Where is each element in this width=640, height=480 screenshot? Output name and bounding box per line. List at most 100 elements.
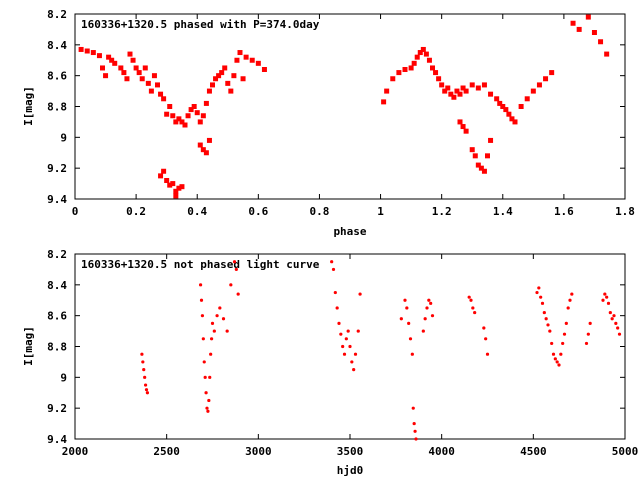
data-points xyxy=(140,260,622,441)
data-point xyxy=(143,375,147,379)
data-point xyxy=(445,85,451,91)
x-tick-label: 3000 xyxy=(245,445,272,458)
data-point xyxy=(209,352,213,356)
data-point xyxy=(143,383,148,387)
data-point xyxy=(509,116,515,122)
data-point xyxy=(197,142,203,148)
data-point xyxy=(210,82,215,88)
data-point xyxy=(158,173,164,179)
data-point xyxy=(610,317,614,321)
data-point xyxy=(612,314,616,318)
x-tick-label: 4500 xyxy=(520,445,547,458)
y-tick-label: 8.8 xyxy=(47,341,67,354)
data-point xyxy=(331,267,336,272)
data-point xyxy=(427,298,431,302)
data-point xyxy=(537,286,541,290)
data-point xyxy=(155,82,160,88)
data-point xyxy=(236,292,240,296)
data-point xyxy=(198,283,203,287)
data-point xyxy=(124,76,130,82)
data-point xyxy=(606,301,611,305)
data-point xyxy=(127,51,133,57)
data-point xyxy=(414,437,418,441)
data-point xyxy=(148,88,154,94)
data-point xyxy=(423,317,427,321)
data-point xyxy=(161,168,167,174)
data-point xyxy=(255,60,261,66)
data-point xyxy=(232,260,237,264)
y-tick-label: 8.6 xyxy=(47,70,67,83)
data-point xyxy=(84,48,90,54)
data-point xyxy=(141,360,145,364)
data-point xyxy=(617,332,622,336)
data-point xyxy=(240,76,246,82)
data-point xyxy=(410,352,414,356)
data-point xyxy=(182,122,188,128)
data-point xyxy=(191,104,197,109)
data-point xyxy=(530,88,536,94)
data-point xyxy=(96,53,102,59)
data-point xyxy=(333,290,337,295)
data-point xyxy=(497,100,503,106)
data-point xyxy=(210,321,215,325)
data-point xyxy=(352,368,356,372)
data-point xyxy=(142,368,146,372)
data-point xyxy=(161,96,167,102)
x-axis-label: hjd0 xyxy=(337,464,364,477)
data-point xyxy=(353,352,358,356)
data-point xyxy=(109,57,115,63)
data-point xyxy=(467,295,471,299)
data-point xyxy=(485,352,490,356)
data-point xyxy=(231,73,237,79)
y-tick-label: 9.4 xyxy=(47,433,67,446)
data-point xyxy=(200,113,206,119)
data-point xyxy=(164,178,170,183)
y-tick-label: 9 xyxy=(60,371,67,384)
data-point xyxy=(542,310,546,315)
data-point xyxy=(339,332,343,336)
data-point xyxy=(103,73,109,79)
data-point xyxy=(261,67,267,72)
data-point xyxy=(535,290,539,295)
data-point xyxy=(384,88,390,94)
data-point xyxy=(202,360,206,364)
data-point xyxy=(566,306,570,310)
data-point xyxy=(460,124,466,130)
data-point xyxy=(478,165,484,171)
data-point xyxy=(390,76,396,82)
x-tick-label: 0.8 xyxy=(310,205,330,218)
data-point xyxy=(78,46,84,52)
data-point xyxy=(402,67,408,72)
data-point xyxy=(481,168,487,174)
data-point xyxy=(469,298,473,302)
data-point xyxy=(234,267,238,272)
data-point xyxy=(481,82,487,88)
data-point xyxy=(559,352,563,356)
data-point xyxy=(399,317,403,321)
chart-title: 160336+1320.5 not phased light curve xyxy=(81,258,320,271)
data-point xyxy=(237,50,243,56)
data-point xyxy=(228,88,234,94)
data-point xyxy=(614,321,618,325)
y-axis-label: I[mag] xyxy=(22,326,35,366)
data-point xyxy=(346,329,350,333)
data-point xyxy=(405,306,409,310)
data-point xyxy=(216,73,222,79)
data-point xyxy=(222,65,228,71)
data-point xyxy=(588,321,592,325)
data-point xyxy=(225,329,229,333)
data-point xyxy=(488,91,494,97)
data-point xyxy=(603,292,607,296)
data-point xyxy=(605,295,609,299)
data-point xyxy=(463,88,469,94)
data-point xyxy=(206,88,212,94)
data-point xyxy=(454,88,460,94)
y-tick-label: 8.4 xyxy=(47,279,67,292)
data-point xyxy=(473,310,477,315)
data-point xyxy=(488,137,494,143)
data-point xyxy=(330,260,334,264)
data-point xyxy=(451,94,457,100)
data-point xyxy=(460,85,466,91)
x-tick-label: 2000 xyxy=(62,445,89,458)
